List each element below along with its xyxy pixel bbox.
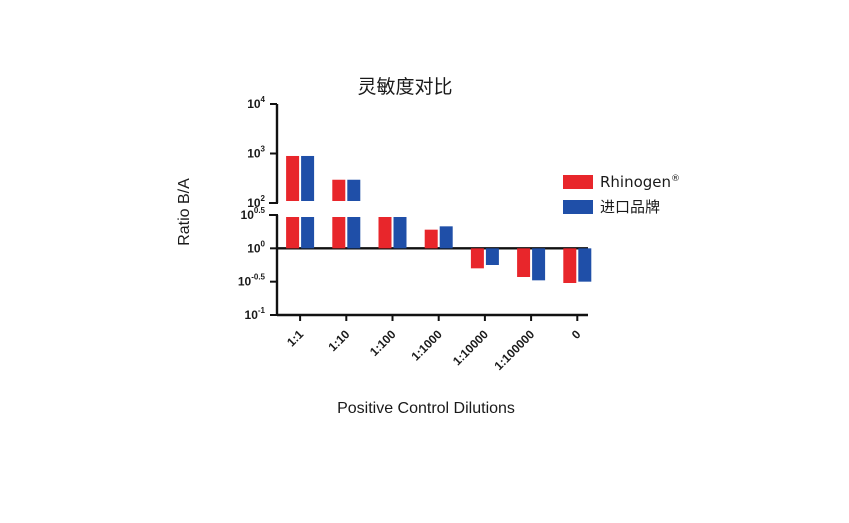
y-tick-label: 104: [247, 95, 265, 111]
y-tick-label: 10-1: [245, 306, 266, 322]
legend: Rhinogen® 进口品牌: [563, 173, 680, 216]
bar: [578, 248, 592, 282]
bar: [517, 248, 531, 277]
x-axis-title: Positive Control Dilutions: [337, 400, 515, 417]
chart-title: 灵敏度对比: [357, 76, 452, 98]
y-tick-label: 100: [247, 239, 265, 255]
axes: [269, 103, 588, 321]
bar-lower-part: [301, 217, 315, 249]
legend-label: 进口品牌: [600, 198, 660, 216]
y-tick-label: 103: [247, 145, 265, 161]
category-label: 1:100000: [491, 327, 537, 373]
legend-swatch: [563, 200, 593, 214]
bars: [286, 155, 592, 283]
y-tick-label: 10-0.5: [238, 273, 266, 289]
legend-swatch: [563, 175, 593, 189]
category-label: 1:1: [284, 327, 306, 349]
category-label: 1:10000: [450, 327, 491, 368]
bar: [347, 179, 361, 201]
legend-label: Rhinogen®: [600, 173, 680, 191]
bar: [332, 179, 346, 201]
bar: [424, 229, 438, 249]
y-tick-label: 102: [247, 194, 265, 210]
bar: [439, 226, 453, 249]
y-tick-label: 100.5: [241, 206, 266, 222]
category-label: 0: [569, 327, 584, 342]
category-label: 1:10: [326, 327, 353, 354]
bar: [532, 248, 546, 281]
category-label: 1:1000: [408, 327, 445, 364]
bar-lower-part: [393, 217, 407, 249]
bar-lower-part: [332, 217, 346, 249]
bar: [563, 248, 577, 283]
bar-lower-part: [286, 217, 300, 249]
y-axis-title: Ratio B/A: [176, 178, 193, 246]
bar: [301, 155, 315, 201]
bar: [286, 155, 300, 201]
bar: [470, 248, 484, 269]
bar-lower-part: [378, 217, 392, 249]
category-label: 1:100: [367, 327, 399, 359]
bar: [485, 248, 499, 265]
bar-lower-part: [347, 217, 361, 249]
x-tick-labels: 1:1 1:10 1:100 1:1000 1:10000 1:100000 0: [284, 327, 584, 373]
